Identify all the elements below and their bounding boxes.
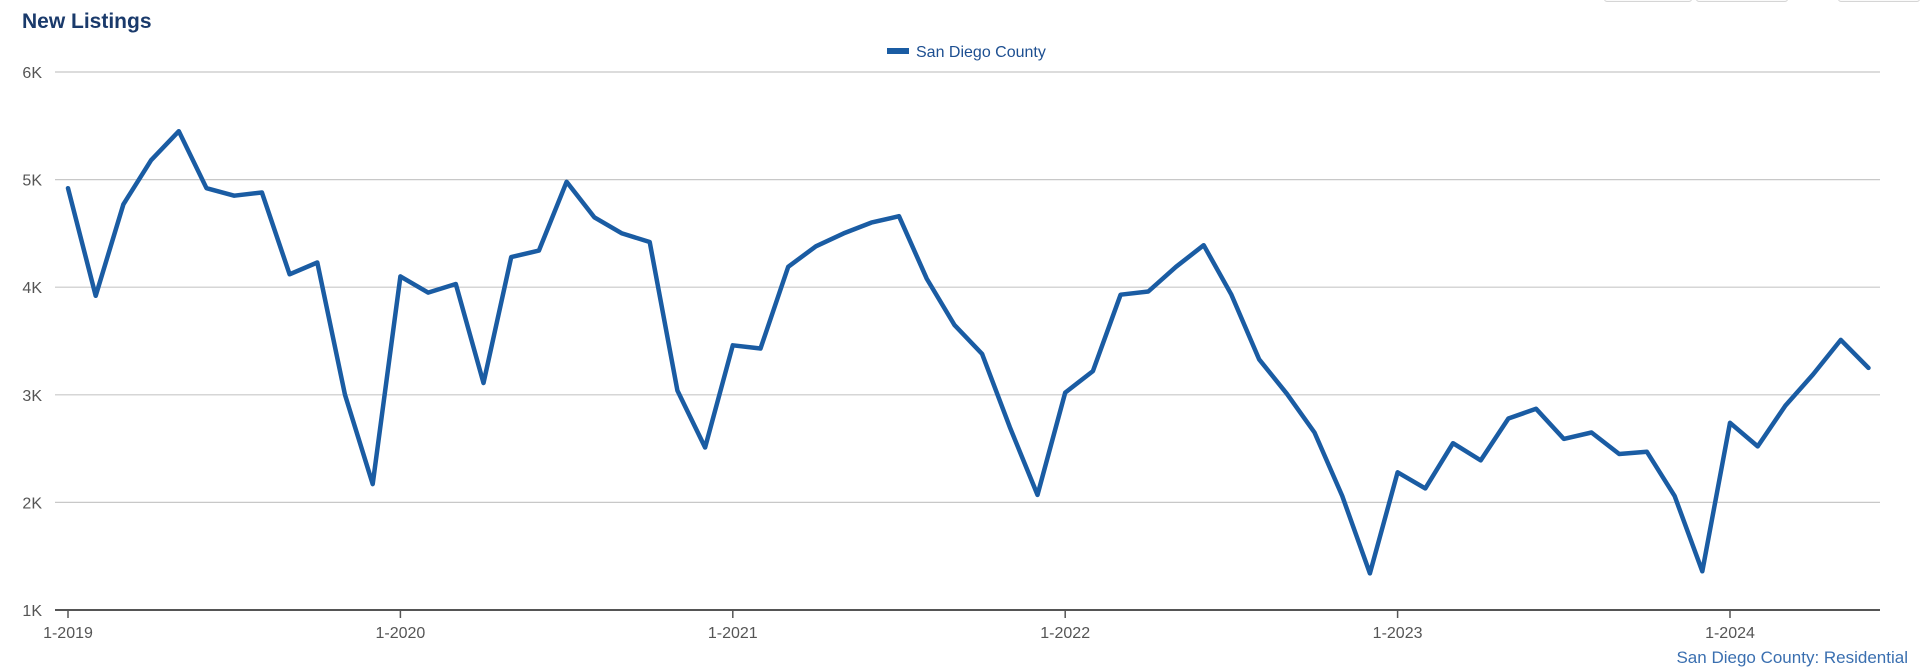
data-point[interactable]: [1644, 449, 1650, 455]
data-point[interactable]: [231, 193, 237, 199]
data-point[interactable]: [287, 271, 293, 277]
data-point[interactable]: [1312, 429, 1318, 435]
data-point[interactable]: [1201, 242, 1207, 248]
x-tick-label: 1-2020: [375, 625, 425, 642]
data-point[interactable]: [1367, 570, 1373, 576]
data-point[interactable]: [1672, 493, 1678, 499]
data-point[interactable]: [1256, 356, 1262, 362]
data-point[interactable]: [841, 230, 847, 236]
data-point[interactable]: [1284, 391, 1290, 397]
y-tick-label: 1K: [22, 603, 42, 620]
x-tick-label: 1-2021: [708, 625, 758, 642]
data-point[interactable]: [1118, 292, 1124, 298]
data-point[interactable]: [1450, 440, 1456, 446]
data-point[interactable]: [1228, 292, 1234, 298]
data-point[interactable]: [702, 445, 708, 451]
data-point[interactable]: [1478, 457, 1484, 463]
data-point[interactable]: [1145, 289, 1151, 295]
data-point[interactable]: [93, 293, 99, 299]
data-point[interactable]: [564, 179, 570, 185]
y-tick-label: 6K: [22, 65, 42, 82]
data-point[interactable]: [1755, 443, 1761, 449]
data-point[interactable]: [1782, 403, 1788, 409]
data-point[interactable]: [951, 322, 957, 328]
y-tick-label: 5K: [22, 173, 42, 190]
data-point[interactable]: [1173, 264, 1179, 270]
data-point[interactable]: [1035, 492, 1041, 498]
axes: 1K 2K 3K 4K 5K 6K 1-2019 1-2020 1-2021 1-2022 1-20…: [22, 65, 1880, 642]
data-point[interactable]: [924, 276, 930, 282]
data-point[interactable]: [120, 201, 126, 207]
data-point[interactable]: [619, 230, 625, 236]
legend-label[interactable]: San Diego County: [916, 44, 1046, 61]
data-point[interactable]: [148, 157, 154, 163]
x-tick-label: 1-2022: [1040, 625, 1090, 642]
data-point[interactable]: [1422, 485, 1428, 491]
data-point[interactable]: [370, 481, 376, 487]
data-point[interactable]: [868, 220, 874, 226]
data-point[interactable]: [1810, 371, 1816, 377]
data-point[interactable]: [1007, 424, 1013, 430]
data-point[interactable]: [1339, 493, 1345, 499]
data-point[interactable]: [508, 254, 514, 260]
grid-lines: [55, 71, 1880, 503]
data-point[interactable]: [1533, 406, 1539, 412]
data-point[interactable]: [176, 128, 182, 134]
legend-swatch: [887, 48, 909, 54]
data-point[interactable]: [481, 380, 487, 386]
data-point[interactable]: [730, 342, 736, 348]
data-point[interactable]: [65, 185, 71, 191]
data-point[interactable]: [536, 248, 542, 254]
data-point[interactable]: [342, 392, 348, 398]
series-layer: [65, 128, 1872, 576]
data-point[interactable]: [1395, 469, 1401, 475]
data-point[interactable]: [1838, 337, 1844, 343]
data-point[interactable]: [1616, 451, 1622, 457]
data-point[interactable]: [314, 259, 320, 265]
x-tick-label: 1-2024: [1705, 625, 1755, 642]
data-point[interactable]: [591, 214, 597, 220]
data-point[interactable]: [813, 243, 819, 249]
data-point[interactable]: [785, 264, 791, 270]
chart-title: New Listings: [22, 10, 152, 33]
data-point[interactable]: [758, 346, 764, 352]
data-point[interactable]: [453, 281, 459, 287]
y-tick-label: 3K: [22, 388, 42, 405]
data-point[interactable]: [1090, 368, 1096, 374]
data-point[interactable]: [204, 185, 210, 191]
source-note: San Diego County: Residential: [1676, 648, 1908, 667]
data-point[interactable]: [979, 351, 985, 357]
series-line[interactable]: [65, 128, 1871, 576]
data-point[interactable]: [647, 239, 653, 245]
data-point[interactable]: [397, 273, 403, 279]
data-point[interactable]: [1561, 436, 1567, 442]
x-tick-label: 1-2019: [43, 625, 93, 642]
data-point[interactable]: [1699, 568, 1705, 574]
x-tick-label: 1-2023: [1373, 625, 1423, 642]
data-point[interactable]: [674, 387, 680, 393]
legend[interactable]: San Diego County: [887, 44, 1046, 61]
y-tick-label: 2K: [22, 495, 42, 512]
data-point[interactable]: [1505, 415, 1511, 421]
data-point[interactable]: [1062, 390, 1068, 396]
y-tick-label: 4K: [22, 280, 42, 297]
data-point[interactable]: [1589, 429, 1595, 435]
data-point[interactable]: [425, 290, 431, 296]
data-point[interactable]: [896, 213, 902, 219]
data-point[interactable]: [259, 190, 265, 196]
data-point[interactable]: [1866, 365, 1872, 371]
data-point[interactable]: [1727, 420, 1733, 426]
